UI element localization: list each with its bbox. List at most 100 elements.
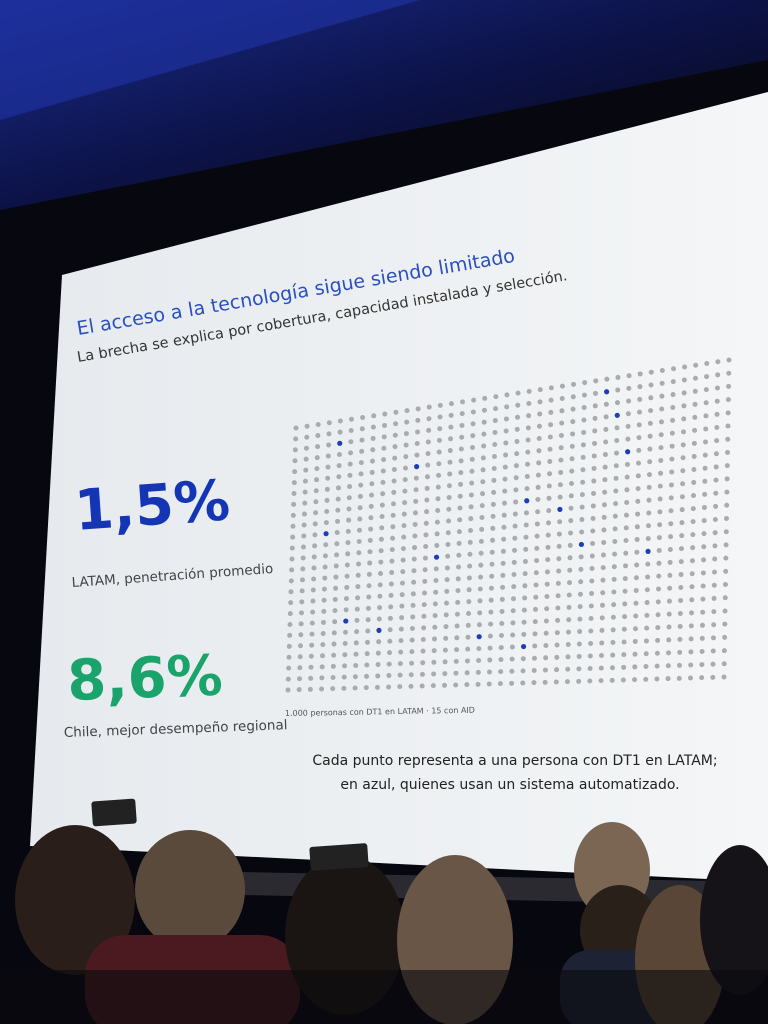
dot [308,675,314,681]
dot [693,362,699,368]
dot [715,359,721,365]
dot [343,607,349,613]
dot [612,526,618,532]
dot [404,408,410,414]
dot [581,417,587,423]
dot [333,574,339,580]
dot [632,651,638,657]
dot [290,523,296,529]
dot [610,639,616,645]
dot [309,642,315,648]
dot [380,468,386,474]
dot [303,456,309,462]
dot [490,537,496,543]
dot [500,572,506,578]
dot [347,484,353,490]
dot [611,602,617,608]
dot [393,421,399,427]
dot [511,559,517,565]
dot [289,567,295,573]
dot [520,656,526,662]
dot [313,499,319,505]
dot [301,522,307,528]
dot [359,426,365,432]
head [135,830,245,950]
dot [424,509,430,515]
dot [435,507,441,513]
dot [567,542,573,548]
dot [522,571,528,577]
dot [467,563,473,569]
dot [364,662,370,668]
dot [366,583,372,589]
dot [455,588,461,594]
dot [645,536,651,542]
dot [620,677,626,683]
dot [413,487,419,493]
dot [578,579,584,585]
dot [521,619,527,625]
dot [658,457,664,463]
dot [582,380,588,386]
dot [666,637,672,643]
dot [459,422,465,428]
dot [334,530,340,536]
dot [436,449,442,455]
dot [521,631,527,637]
dot [681,416,687,422]
dot [332,608,338,614]
dot [390,512,396,518]
dot [499,608,505,614]
dot [424,485,430,491]
note-line: en azul, quienes usan un sistema automat… [340,777,679,793]
dot [690,532,696,538]
dot [352,674,358,680]
dot [520,680,526,686]
dot [636,435,642,441]
dot [514,438,520,444]
dot [377,605,383,611]
dot [654,650,660,656]
dot [558,457,564,463]
dot [658,470,664,476]
dot [465,646,471,652]
dot [390,535,396,541]
dot [401,523,407,529]
stat-label: Chile, mejor desempeño regional [64,717,288,741]
dot [576,653,582,659]
dot [325,475,331,481]
dot [600,552,606,558]
dot [580,467,586,473]
dot [537,387,543,393]
dot [490,501,496,507]
dot [460,399,466,405]
dot [336,474,342,480]
dot [414,452,420,458]
dot [368,526,374,532]
dot [336,451,342,457]
dot [334,541,340,547]
dot [398,638,404,644]
dot [567,567,573,573]
dot [515,414,521,420]
dot [677,623,683,629]
dot [307,686,313,692]
dot [702,452,708,458]
dot [469,468,475,474]
dot [320,653,326,659]
dot [291,480,297,486]
dot [388,604,394,610]
dot [391,467,397,473]
dot [581,392,587,398]
dot [343,596,349,602]
dot [714,424,720,430]
dot [431,648,437,654]
dot [353,651,359,657]
dot [682,364,688,370]
dot [688,636,694,642]
dot [523,522,529,528]
dot [437,414,443,420]
dot [379,514,385,520]
dot [522,595,528,601]
dot [577,616,583,622]
